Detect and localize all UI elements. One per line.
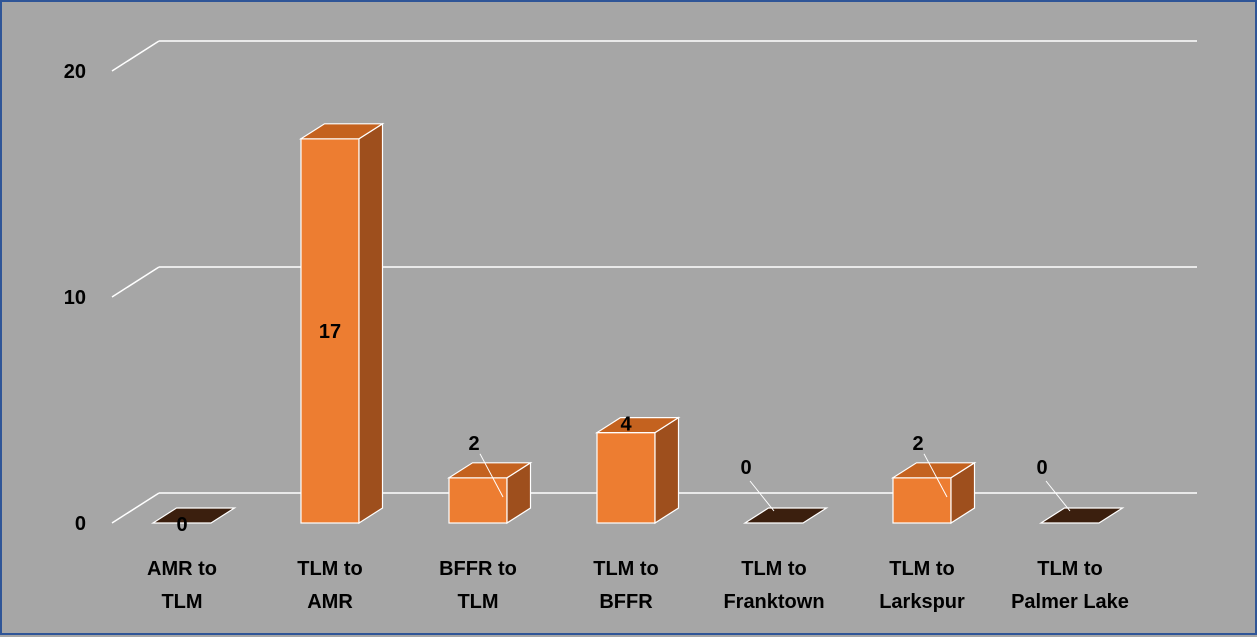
data-label: 0 (176, 514, 187, 536)
bar: 0 (150, 507, 237, 536)
x-category-label: BFFR to TLM (439, 558, 517, 613)
bar: 0 (740, 457, 829, 524)
label-leader-line (923, 453, 948, 498)
bar-top (446, 462, 533, 479)
x-category-label-line: TLM to (741, 558, 807, 580)
data-label: 2 (468, 433, 479, 455)
x-category-label: AMR to TLM (147, 558, 217, 613)
bar-top (298, 123, 385, 140)
gridline-side (111, 492, 160, 524)
bar-front (892, 477, 952, 524)
data-label: 0 (1036, 457, 1047, 479)
label-leader-line (749, 480, 775, 512)
x-category-label-line: TLM (161, 591, 202, 613)
x-category-label-line: AMR (307, 591, 353, 613)
y-axis-ticks: 0 10 20 (64, 61, 86, 535)
x-category-label-line: Palmer Lake (1011, 591, 1129, 613)
x-category-label-line: BFFR (599, 591, 653, 613)
bar-zero (742, 507, 829, 524)
x-category-label-line: TLM to (1037, 558, 1103, 580)
bar-top (890, 462, 977, 479)
bar: 4 (594, 414, 681, 525)
bar: 2 (446, 433, 533, 525)
data-label: 17 (319, 321, 341, 343)
bar-zero (150, 507, 237, 524)
gridline-side (111, 40, 160, 72)
bar: 17 (298, 122, 385, 525)
x-category-label: TLM to Palmer Lake (1011, 558, 1129, 613)
bar-side (654, 416, 680, 525)
bar: 0 (1036, 457, 1125, 524)
x-category-label-line: TLM to (593, 558, 659, 580)
y-tick-label: 0 (75, 513, 86, 535)
bar-top (594, 417, 681, 434)
x-category-label-line: BFFR to (439, 558, 517, 580)
x-category-label-line: Franktown (723, 591, 824, 613)
y-tick-label: 10 (64, 287, 86, 309)
bar: 2 (890, 433, 977, 525)
x-category-label: TLM to Franktown (723, 558, 824, 613)
data-label: 0 (740, 457, 751, 479)
x-category-label-line: Larkspur (879, 591, 965, 613)
bar-front (448, 477, 508, 524)
data-label: 4 (620, 414, 632, 436)
x-category-label: TLM to AMR (297, 558, 363, 613)
bar-front (596, 432, 656, 524)
x-category-label-line: TLM to (297, 558, 363, 580)
data-label: 2 (912, 433, 923, 455)
x-category-label: TLM to BFFR (593, 558, 659, 613)
bar-side (358, 122, 384, 525)
x-category-label: TLM to Larkspur (879, 558, 965, 613)
label-leader-line (479, 453, 504, 498)
y-tick-label: 20 (64, 61, 86, 83)
bars: 0 17 2 4 0 2 0 (150, 122, 1125, 536)
gridline-side (111, 266, 160, 298)
bar-zero (1038, 507, 1125, 524)
x-category-label-line: AMR to (147, 558, 217, 580)
x-category-label-line: TLM to (889, 558, 955, 580)
x-category-label-line: TLM (457, 591, 498, 613)
label-leader-line (1045, 480, 1071, 512)
bar-front (300, 138, 360, 524)
